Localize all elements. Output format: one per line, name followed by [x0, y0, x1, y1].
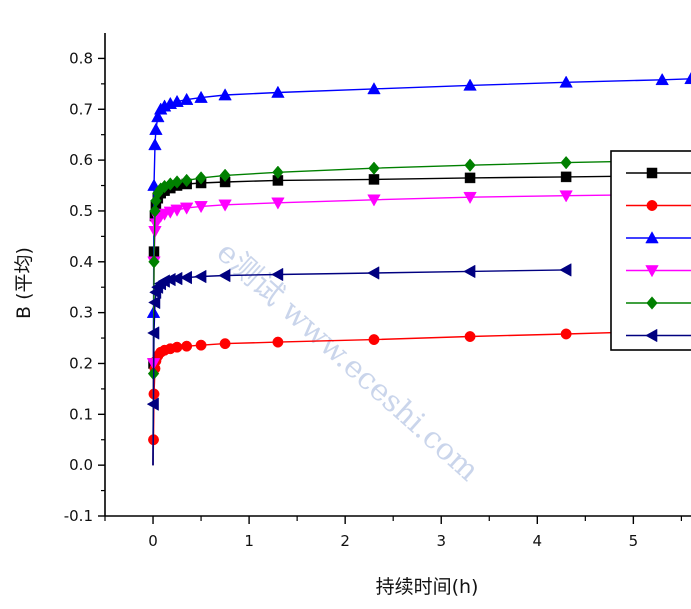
data-point	[559, 263, 572, 277]
data-point	[179, 202, 194, 215]
data-point	[171, 341, 183, 353]
data-point	[272, 165, 284, 179]
legend-box	[610, 150, 691, 351]
data-point	[559, 190, 573, 203]
data-point	[218, 88, 232, 101]
data-point	[463, 264, 476, 279]
x-tick-label: 4	[533, 532, 543, 550]
data-point	[367, 82, 381, 95]
y-tick-label: 0.4	[69, 253, 93, 271]
y-tick-label: 0.5	[69, 202, 93, 220]
data-point	[560, 328, 572, 340]
x-tick-label: 0	[148, 532, 158, 550]
x-tick-label: 1	[244, 532, 254, 550]
data-point	[271, 197, 285, 210]
y-tick-label: 0.6	[69, 151, 93, 169]
data-point	[179, 92, 194, 105]
x-tick-label: 3	[436, 532, 446, 550]
data-point	[272, 336, 284, 348]
legend-marker	[646, 200, 658, 211]
y-tick-label: 0.7	[69, 100, 93, 118]
data-point	[463, 78, 477, 91]
data-point	[194, 201, 208, 214]
y-tick-label: 0.2	[69, 354, 93, 372]
data-point	[219, 338, 231, 350]
data-point	[463, 191, 477, 205]
data-point	[195, 171, 207, 185]
x-tick-label: 2	[340, 532, 350, 550]
y-tick-label: 0.1	[69, 405, 93, 423]
data-point	[218, 199, 232, 212]
legend-marker	[646, 296, 658, 310]
data-point	[271, 85, 285, 98]
data-point	[180, 173, 193, 188]
data-point	[560, 171, 572, 183]
data-point	[655, 72, 669, 86]
data-point	[151, 110, 165, 123]
y-tick-label: -0.1	[64, 507, 93, 525]
series-5	[147, 153, 691, 466]
data-point	[170, 204, 184, 217]
data-point	[219, 168, 231, 183]
data-point	[367, 266, 380, 280]
y-axis-title: B (平均)	[13, 247, 35, 319]
data-point	[149, 204, 161, 218]
data-point	[367, 194, 381, 207]
data-point	[147, 326, 160, 340]
data-point	[150, 194, 162, 208]
data-point	[684, 71, 691, 85]
data-point	[149, 122, 163, 135]
data-point	[368, 161, 380, 175]
data-point	[559, 75, 573, 88]
y-tick-label: 0.8	[69, 49, 93, 67]
data-point	[271, 267, 284, 282]
data-point	[464, 172, 476, 184]
data-point	[218, 268, 231, 283]
data-point	[368, 334, 380, 346]
data-point	[179, 270, 192, 285]
data-point	[181, 340, 193, 352]
series-3	[146, 71, 691, 466]
y-tick-label: 0.0	[69, 456, 93, 474]
legend-marker	[645, 328, 658, 343]
data-point	[148, 138, 162, 151]
data-point	[148, 255, 160, 269]
data-point	[146, 397, 159, 411]
data-point	[194, 90, 208, 103]
legend-marker	[645, 265, 659, 278]
data-point	[368, 174, 380, 185]
data-point	[560, 155, 572, 170]
data-point	[464, 331, 476, 342]
x-axis-title: 持续时间(h)	[376, 576, 479, 598]
data-point	[195, 339, 207, 351]
data-point	[148, 295, 161, 310]
series-6	[146, 263, 572, 466]
data-point	[170, 94, 184, 107]
x-tick-label: 5	[629, 532, 639, 550]
legend-marker	[646, 167, 658, 179]
legend-marker	[645, 231, 659, 244]
data-point	[464, 158, 476, 172]
y-tick-label: 0.3	[69, 304, 93, 322]
data-point	[194, 269, 207, 284]
data-point	[171, 175, 183, 189]
